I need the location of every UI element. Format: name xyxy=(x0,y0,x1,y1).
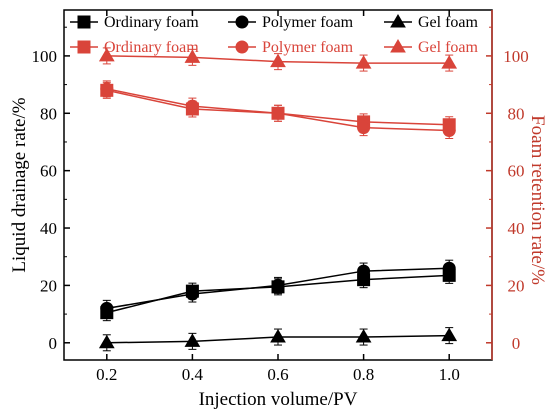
legend-marker xyxy=(77,40,91,54)
data-point xyxy=(185,99,199,113)
legend-label: Polymer foam xyxy=(262,14,354,31)
data-point xyxy=(270,53,286,68)
data-point xyxy=(441,327,458,342)
data-point xyxy=(271,106,285,120)
data-point xyxy=(355,55,372,69)
legend-marker xyxy=(235,40,249,54)
left-y-axis-title: Liquid drainage rate/% xyxy=(9,97,30,272)
legend-item: Ordinary foam xyxy=(70,14,199,31)
legend-marker xyxy=(390,39,406,53)
series-retention-circle xyxy=(100,80,456,139)
right-y-tick-label: 40 xyxy=(508,219,525,238)
legend-label: Gel foam xyxy=(418,14,479,31)
series-retention-triangle xyxy=(98,47,458,72)
right-y-tick-label: 20 xyxy=(508,276,525,295)
data-point xyxy=(100,82,114,96)
series-layer xyxy=(98,47,458,352)
legend-label: Ordinary foam xyxy=(104,14,199,31)
legend-marker xyxy=(390,14,406,28)
data-point xyxy=(355,329,372,343)
legend-label: Ordinary foam xyxy=(104,39,199,56)
x-axis-ticks: 0.2 0.4 0.6 0.8 1.0 xyxy=(96,10,460,384)
left-y-tick-label: 100 xyxy=(32,47,58,66)
data-point xyxy=(357,121,371,135)
data-point xyxy=(442,123,456,137)
left-y-tick-label: 60 xyxy=(40,162,57,181)
legend-label: Polymer foam xyxy=(262,39,354,56)
data-point xyxy=(271,278,285,292)
right-y-tick-label: 60 xyxy=(508,162,525,181)
legend-item: Ordinary foam xyxy=(70,39,199,56)
left-y-tick-label: 80 xyxy=(40,104,57,123)
x-tick-label: 0.8 xyxy=(353,365,374,384)
data-point xyxy=(185,287,199,301)
legend-item: Polymer foam xyxy=(228,14,354,31)
data-point xyxy=(98,47,115,62)
right-y-tick-label: 80 xyxy=(508,104,525,123)
right-y-tick-label: 100 xyxy=(503,47,529,66)
legend-item: Gel foam xyxy=(384,14,479,31)
x-tick-label: 1.0 xyxy=(439,365,460,384)
legend-item: Gel foam xyxy=(384,39,479,56)
series-drainage-triangle xyxy=(98,327,458,352)
legend: Ordinary foam Polymer foam Gel foam Ordinar… xyxy=(70,14,479,56)
left-y-axis-ticks: 0 20 40 60 80 100 xyxy=(32,26,70,353)
data-point xyxy=(270,329,286,343)
legend-label: Gel foam xyxy=(418,39,479,56)
data-point xyxy=(184,333,201,347)
left-y-tick-label: 0 xyxy=(49,334,58,353)
x-tick-label: 0.6 xyxy=(267,365,288,384)
data-point xyxy=(442,261,456,275)
series-drainage-square xyxy=(100,266,456,322)
left-y-tick-label: 40 xyxy=(40,219,57,238)
right-y-axis-title: Foam retention rate/% xyxy=(527,115,548,285)
data-point xyxy=(184,49,201,63)
data-point xyxy=(441,55,458,69)
right-y-axis-ticks: 0 20 40 60 80 100 xyxy=(486,26,529,353)
data-point xyxy=(100,301,114,315)
series-drainage-circle xyxy=(100,259,456,317)
x-tick-label: 0.2 xyxy=(96,365,117,384)
x-tick-label: 0.4 xyxy=(182,365,204,384)
legend-item: Polymer foam xyxy=(228,39,354,56)
legend-marker xyxy=(77,15,91,29)
right-y-tick-label: 0 xyxy=(512,334,521,353)
legend-marker xyxy=(235,15,249,29)
x-axis-title: Injection volume/PV xyxy=(199,389,358,410)
data-point xyxy=(98,334,115,349)
left-y-tick-label: 20 xyxy=(40,276,57,295)
data-point xyxy=(357,264,371,278)
